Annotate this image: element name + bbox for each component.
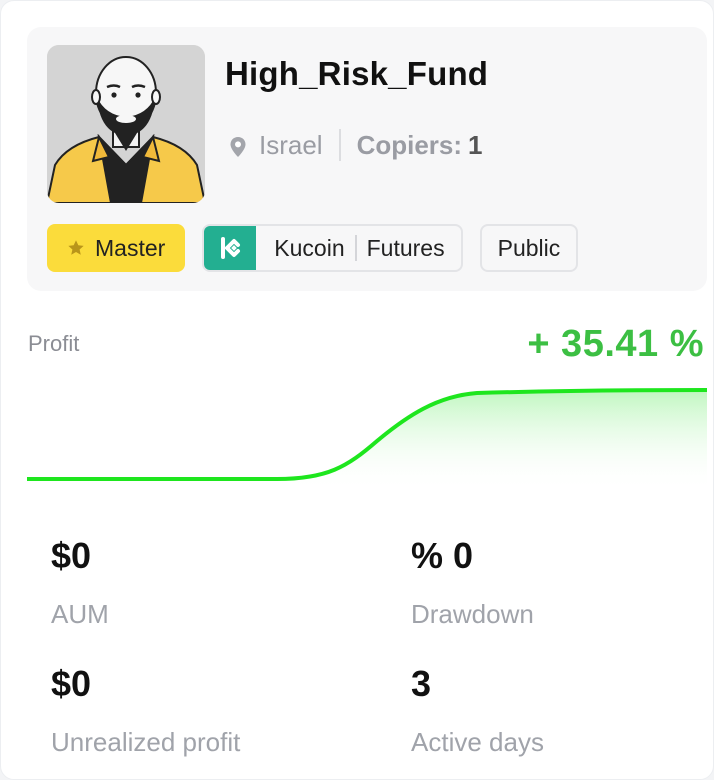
exchange-badge: Kucoin Futures <box>202 224 463 272</box>
exchange-divider <box>354 235 357 261</box>
tag-row: Master Kucoin Futures Public <box>47 224 579 272</box>
master-badge-label: Master <box>95 234 166 261</box>
location-pin-icon <box>229 134 247 157</box>
profit-label: Profit <box>28 331 80 356</box>
unrealized-profit-value: $0 <box>51 663 92 704</box>
market-type: Futures <box>366 234 445 261</box>
trader-avatar[interactable] <box>47 45 205 203</box>
star-icon <box>68 240 84 255</box>
copiers-count: 1 <box>468 129 483 160</box>
drawdown-value: % 0 <box>411 535 474 576</box>
master-badge: Master <box>47 224 186 272</box>
profit-chart <box>27 388 707 491</box>
aum-label: AUM <box>51 599 109 629</box>
kucoin-logo-icon <box>204 226 257 270</box>
visibility-label: Public <box>497 234 561 261</box>
trader-country: Israel <box>259 129 323 160</box>
visibility-badge: Public <box>479 224 579 272</box>
drawdown-stat: % 0 Drawdown <box>411 535 534 630</box>
active-days-stat: 3 Active days <box>411 663 544 758</box>
aum-stat: $0 AUM <box>51 535 109 630</box>
trader-meta: Israel Copiers: 1 <box>229 127 483 163</box>
drawdown-label: Drawdown <box>411 599 534 629</box>
trader-profile-panel: High_Risk_Fund Israel Copiers: 1 Master <box>27 27 707 291</box>
aum-value: $0 <box>51 535 92 576</box>
active-days-label: Active days <box>411 727 544 757</box>
active-days-value: 3 <box>411 663 432 704</box>
unrealized-profit-label: Unrealized profit <box>51 727 241 757</box>
copiers-label: Copiers: <box>356 129 463 160</box>
meta-divider <box>338 129 341 161</box>
profit-area <box>27 390 707 491</box>
unrealized-profit-stat: $0 Unrealized profit <box>51 663 240 758</box>
profit-line <box>27 388 707 481</box>
profit-value: + 35.41 % <box>527 323 704 365</box>
exchange-name: Kucoin <box>274 234 345 261</box>
trader-name[interactable]: High_Risk_Fund <box>225 55 489 92</box>
